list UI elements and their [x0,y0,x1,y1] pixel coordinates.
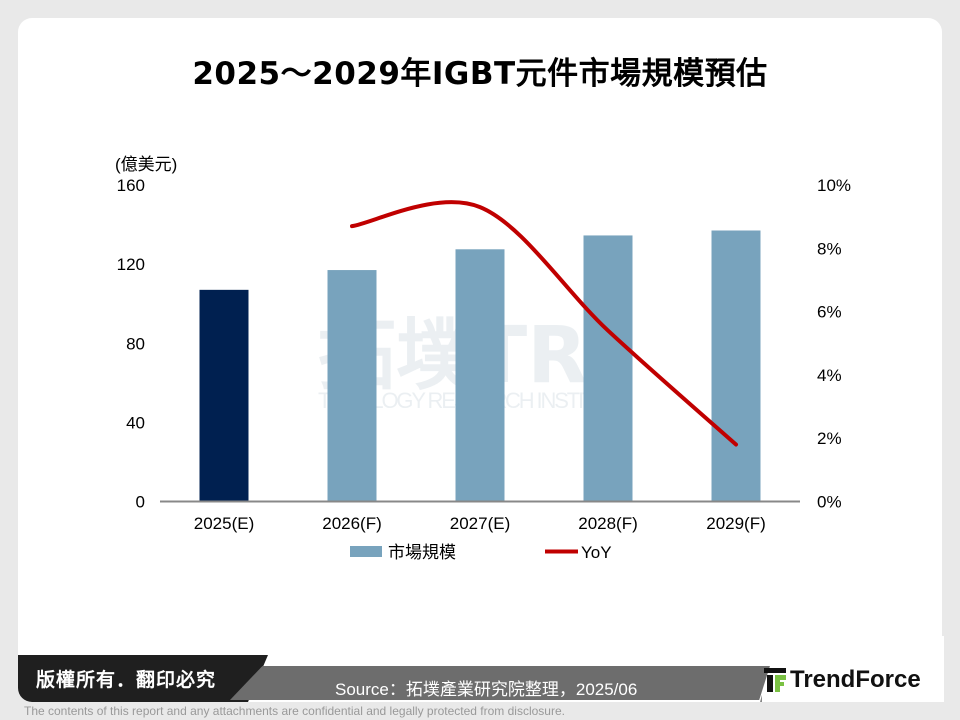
legend-label-market-size: 市場規模 [388,543,456,562]
y-tick-label: 120 [117,255,145,274]
legend-swatch-market-size [350,546,382,557]
disclaimer: The contents of this report and any atta… [24,704,565,718]
x-tick-label: 2025(E) [194,514,254,533]
footer-logo-area [760,636,944,702]
y-tick-label: 160 [117,176,145,195]
source-note: Source：拓墣產業研究院整理，2025/06 [335,680,638,699]
x-tick-label: 2029(F) [706,514,766,533]
footer-dark-band [18,655,268,702]
bar-2028(F) [583,235,633,502]
bar-2026(F) [327,270,377,502]
yoy-line [350,200,738,447]
x-tick-label: 2026(F) [322,514,382,533]
y-axis-label: (億美元) [115,155,177,174]
y2-tick-label: 8% [817,239,842,258]
trendforce-logo: TrendForce [764,666,921,694]
trendforce-logo-text: TrendForce [790,666,921,693]
y2-tick-label: 10% [817,176,851,195]
x-tick-label: 2028(F) [578,514,638,533]
chart: 拓墣TRi TOPOLOGY RESEARCH INSTITUTE (億美元) … [115,155,851,562]
copyright-notice: 版權所有．翻印必究 [36,669,217,691]
trendforce-logo-icon [764,668,786,692]
y2-tick-label: 6% [817,303,842,322]
chart-title: 2025～2029年IGBT元件市場規模預估 [192,56,768,92]
y2-tick-label: 0% [817,493,842,512]
y2-tick-label: 2% [817,429,842,448]
footer-gray-band [230,666,770,700]
y-tick-label: 80 [126,334,145,353]
bar-2027(E) [455,249,505,502]
x-tick-label: 2027(E) [450,514,510,533]
bar-2025(E) [199,289,249,502]
y-tick-label: 40 [126,413,145,432]
y2-tick-label: 4% [817,366,842,385]
legend-label-yoy: YoY [581,543,612,562]
y-tick-label: 0 [136,493,145,512]
legend: 市場規模 YoY [350,543,612,562]
bar-2029(F) [711,230,761,502]
